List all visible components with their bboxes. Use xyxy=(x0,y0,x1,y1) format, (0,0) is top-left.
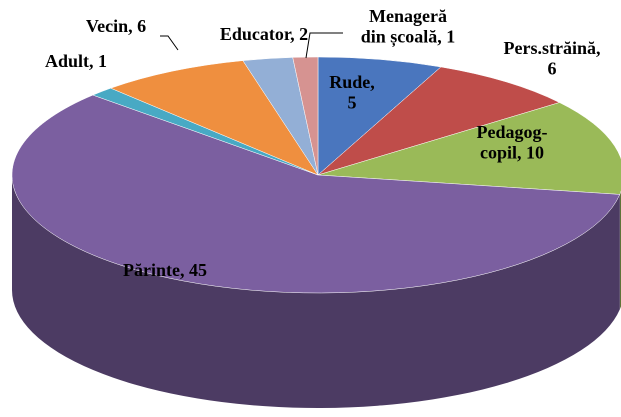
data-label: Adult, 1 xyxy=(45,51,107,71)
data-label: Rude, 5 xyxy=(329,72,375,113)
data-label: Părinte, 45 xyxy=(123,260,207,280)
data-label: Menageră din școală, 1 xyxy=(361,6,456,48)
pie-slice xyxy=(110,60,319,176)
data-label: Vecin, 6 xyxy=(86,16,146,36)
pie-slice xyxy=(292,56,319,176)
pie-slice xyxy=(317,56,442,176)
pie-slice xyxy=(317,66,561,176)
data-label: Educator, 2 xyxy=(220,24,308,44)
leader-line xyxy=(305,32,343,59)
pie-slice xyxy=(11,94,621,294)
pie-tops xyxy=(11,56,621,294)
labels: Rude, 5 Pers.străină, 6 Pedagog-copil, 10 Păr… xyxy=(45,6,601,280)
data-label: Pers.străină, 6 xyxy=(504,38,601,79)
pie-side xyxy=(12,175,620,408)
leader-line xyxy=(160,35,179,51)
data-label: Pedagog-copil, 10 xyxy=(477,122,548,163)
pie-slice xyxy=(317,102,621,195)
